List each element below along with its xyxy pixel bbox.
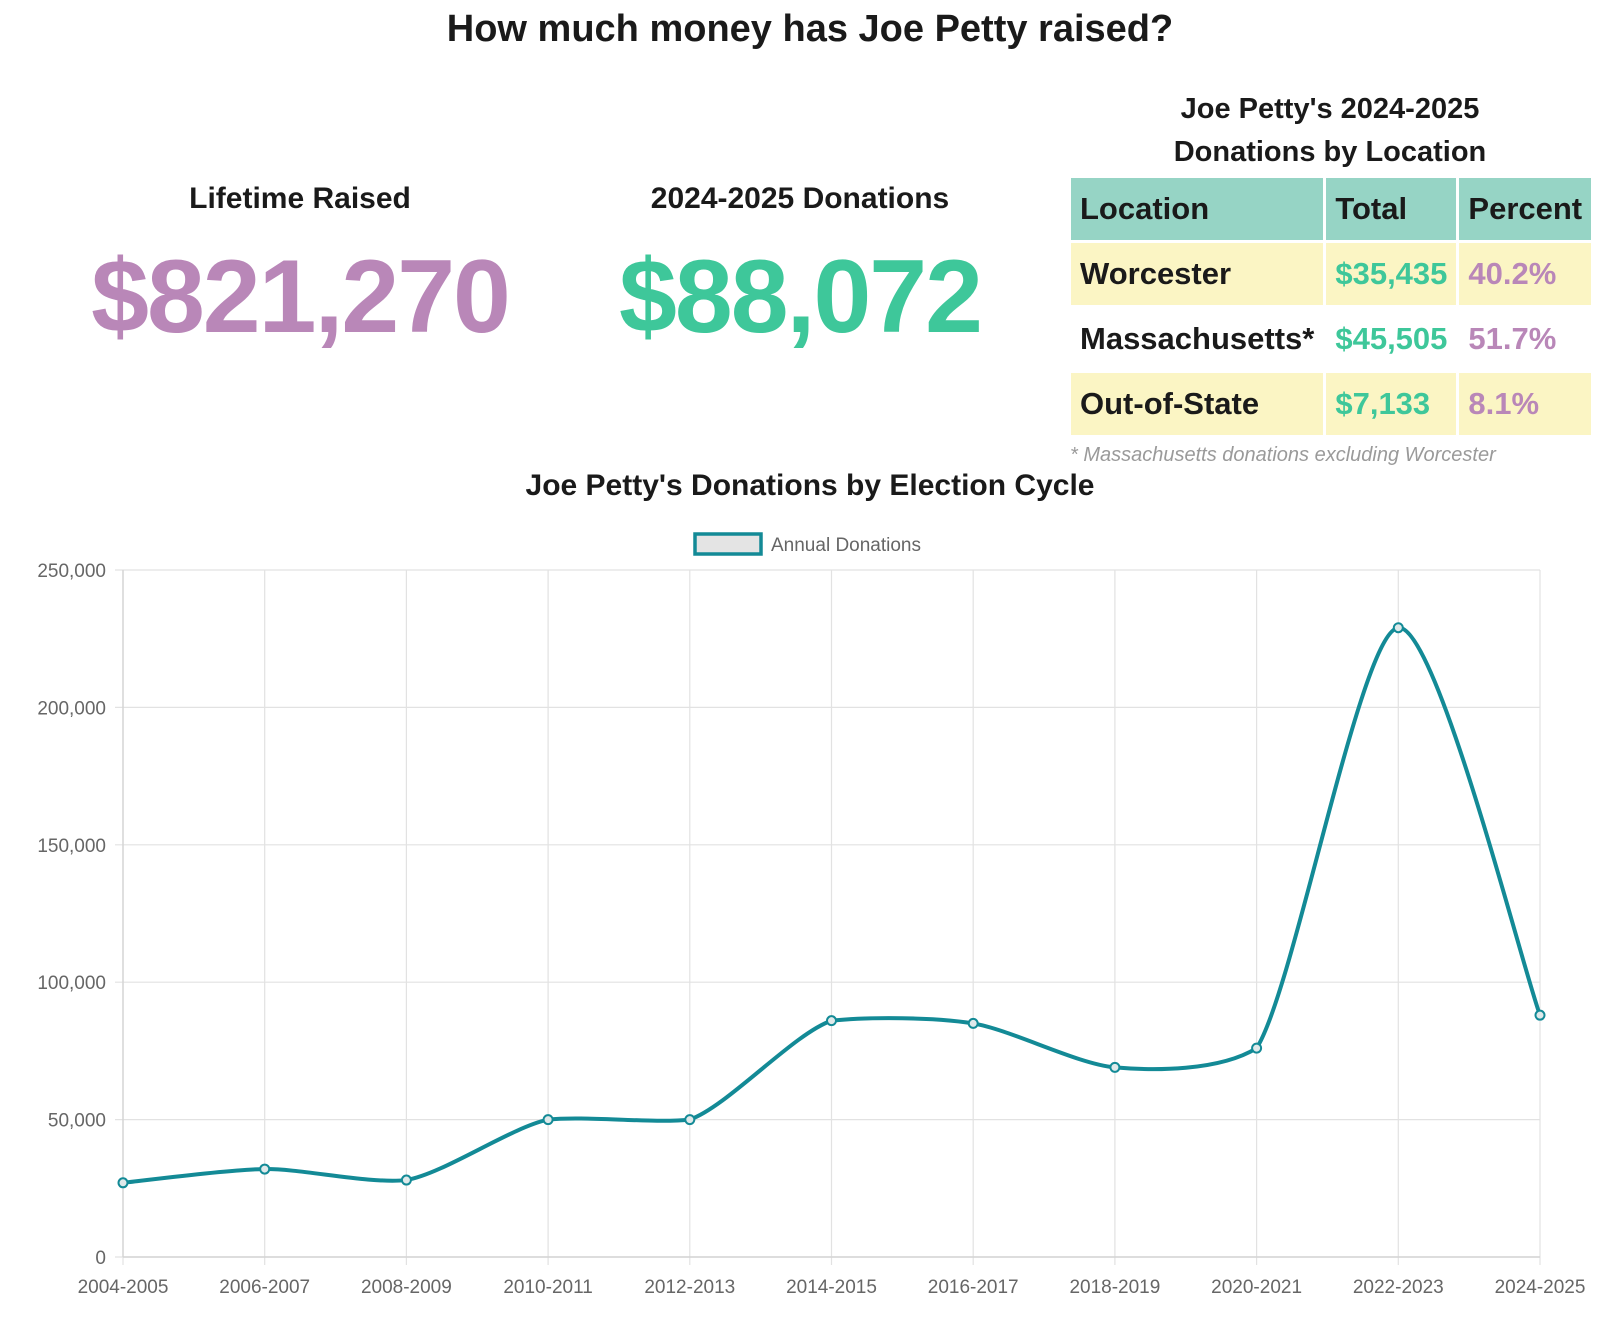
legend-label: Annual Donations: [771, 535, 921, 556]
x-tick-label: 2012-2013: [644, 1277, 735, 1298]
current-cycle-stat: 2024-2025 Donations $88,072: [570, 182, 1030, 357]
header-location: Location: [1071, 178, 1324, 240]
x-tick-label: 2008-2009: [361, 1277, 452, 1298]
row-total: $35,435: [1326, 243, 1457, 305]
data-point: [1392, 622, 1404, 634]
data-point: [967, 1017, 979, 1029]
x-tick-label: 2018-2019: [1069, 1277, 1160, 1298]
x-tick-label: 2004-2005: [78, 1277, 169, 1298]
legend-swatch: [693, 532, 763, 556]
data-point: [400, 1174, 412, 1186]
x-tick-label: 2006-2007: [219, 1277, 310, 1298]
data-point: [1251, 1042, 1263, 1054]
data-point: [1534, 1009, 1546, 1021]
data-point: [259, 1163, 271, 1175]
x-tick-label: 2024-2025: [1495, 1277, 1586, 1298]
header-percent: Percent: [1459, 178, 1592, 240]
location-table-title-line2: Donations by Location: [1173, 136, 1487, 168]
chart-title: Joe Petty's Donations by Election Cycle: [526, 470, 1095, 502]
data-point: [684, 1114, 696, 1126]
data-point: [1109, 1061, 1121, 1073]
x-tick-label: 2020-2021: [1211, 1277, 1302, 1298]
row-total: $45,505: [1335, 321, 1448, 356]
location-table-title-line1: Joe Petty's 2024-2025: [1180, 93, 1480, 125]
current-cycle-value: $88,072: [619, 239, 983, 355]
row-total: $7,133: [1326, 373, 1457, 435]
y-tick-label: 250,000: [37, 561, 106, 582]
y-tick-label: 50,000: [48, 1111, 106, 1132]
location-table-footnote: * Massachusetts donations excluding Worc…: [1070, 444, 1496, 466]
data-point: [117, 1177, 129, 1189]
data-point: [826, 1015, 837, 1027]
current-cycle-label: 2024-2025 Donations: [650, 182, 950, 215]
table-row: Worcester $35,435 40.2%: [1071, 243, 1592, 305]
row-percent: 40.2%: [1459, 243, 1592, 305]
x-tick-label: 2016-2017: [928, 1277, 1019, 1298]
lifetime-raised-value: $821,270: [91, 239, 511, 355]
y-tick-label: 200,000: [37, 698, 106, 719]
row-location: Out-of-State: [1071, 373, 1324, 435]
x-tick-label: 2014-2015: [786, 1277, 877, 1298]
y-tick-label: 150,000: [37, 836, 106, 857]
location-table-title: Joe Petty's 2024-2025 Donations by Locat…: [1070, 88, 1590, 174]
location-table-header-row: Location Total Percent: [1071, 178, 1592, 240]
y-tick-label: 100,000: [37, 973, 106, 994]
location-table: Location Total Percent Worcester $35,435…: [1068, 175, 1594, 438]
table-row: Massachusetts* $45,505 51.7%: [1071, 308, 1591, 370]
header-total: Total: [1326, 178, 1457, 240]
row-location: Worcester: [1071, 243, 1324, 305]
lifetime-raised-label: Lifetime Raised: [189, 182, 411, 215]
page-title: How much money has Joe Petty raised?: [446, 8, 1174, 50]
row-percent: 8.1%: [1459, 373, 1592, 435]
x-tick-label: 2022-2023: [1353, 1277, 1444, 1298]
row-percent: 51.7%: [1468, 321, 1557, 356]
y-tick-label: 0: [95, 1248, 106, 1269]
table-row: Out-of-State $7,133 8.1%: [1071, 373, 1592, 435]
lifetime-raised-stat: Lifetime Raised $821,270: [40, 182, 560, 357]
donations-line-chart: Joe Petty's Donations by Election Cycle A…: [37, 470, 1586, 1298]
row-location: Massachusetts*: [1080, 321, 1315, 356]
x-tick-label: 2010-2011: [503, 1277, 592, 1298]
data-point: [542, 1114, 554, 1126]
